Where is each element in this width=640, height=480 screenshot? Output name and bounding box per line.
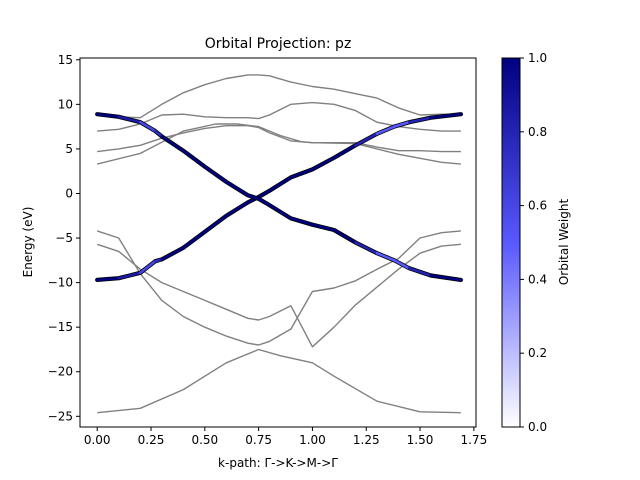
band-7-weight-segment	[289, 168, 314, 179]
band-8-weight-segment	[407, 267, 433, 277]
band-8-weight-segment	[154, 129, 164, 138]
y-tick-label: 15	[58, 53, 73, 67]
band-8-weight-segment	[182, 149, 207, 169]
band-7-weight-segment	[332, 144, 357, 160]
x-tick-label: 1.75	[460, 433, 487, 447]
band-line-3	[97, 123, 461, 165]
x-axis: 0.00 0.25 0.50 0.75 1.00 1.25 1.50 1.75	[84, 427, 487, 447]
band-8-weight-segment	[203, 165, 228, 184]
band-8-weight-segment	[332, 228, 357, 244]
y-tick-label: 0	[65, 186, 73, 200]
y-tick-label: −25	[48, 409, 73, 423]
y-tick-label: −15	[48, 320, 73, 334]
band-8-weight-segment	[354, 241, 379, 255]
band-7-weight-segment	[117, 271, 142, 280]
colorbar-frame	[501, 57, 521, 428]
y-tick-label: 5	[65, 142, 73, 156]
x-tick-label: 0.75	[245, 433, 272, 447]
y-axis: 15 10 5 0 −5 −10 −15 −20 −25	[48, 53, 80, 423]
band-8-weight-segment	[268, 203, 293, 220]
band-8-weight-segment	[95, 112, 121, 119]
band-line-0	[97, 348, 461, 414]
x-tick-label: 0.25	[138, 433, 165, 447]
band-7-weight-segment	[392, 120, 411, 128]
band-8-weight-segment	[289, 217, 314, 226]
band-8-weight-segment	[311, 223, 336, 232]
plot-frame	[79, 57, 477, 428]
band-7-weight-segment	[160, 246, 185, 261]
x-axis-label: k-path: Γ->K->M->Γ	[218, 456, 338, 470]
band-7-weight-segment	[138, 259, 157, 275]
x-tick-label: 1.00	[299, 433, 326, 447]
colorbar-gradient	[502, 58, 520, 427]
colorbar: 0.0 0.2 0.4 0.6 0.8 1.0 Orbital Weight	[501, 51, 571, 434]
band-7-weight-segment	[225, 201, 250, 218]
band-8-weight-segment	[117, 115, 142, 124]
band-7-weight-segment	[203, 214, 228, 234]
band-8-weight-segment	[375, 251, 396, 262]
band-7-weight-segment	[407, 116, 433, 124]
y-tick-label: −20	[48, 365, 73, 379]
band-8-weight-segment	[392, 259, 411, 270]
colorbar-ticks: 0.0 0.2 0.4 0.6 0.8 1.0	[520, 51, 547, 434]
y-tick-label: 10	[58, 97, 73, 111]
colorbar-label: Orbital Weight	[557, 199, 571, 286]
x-tick-label: 1.50	[407, 433, 434, 447]
band-7-weight-segment	[268, 176, 293, 193]
colorbar-tick-label: 0.8	[528, 125, 547, 139]
colorbar-tick-label: 0.4	[528, 272, 547, 286]
chart-title: Orbital Projection: pz	[205, 36, 352, 52]
band-7-weight-segment	[311, 156, 336, 171]
band-8-weight-segment	[429, 274, 463, 282]
colorbar-tick-label: 0.6	[528, 199, 547, 213]
colorbar-tick-label: 0.2	[528, 346, 547, 360]
x-tick-label: 1.25	[353, 433, 380, 447]
band-8-weight-segment	[246, 193, 260, 201]
bands-layer	[95, 74, 463, 414]
band-7-weight-segment	[95, 276, 121, 282]
band-7-weight-segment	[182, 230, 207, 250]
band-line-6	[97, 74, 461, 119]
band-7-weight-segment	[375, 125, 396, 136]
colorbar-tick-label: 1.0	[528, 51, 547, 65]
band-7-weight-segment	[257, 189, 271, 199]
band-7-weight-segment	[429, 112, 463, 120]
band-8-weight-segment	[225, 180, 250, 197]
x-tick-label: 0.50	[191, 433, 218, 447]
y-axis-label: Energy (eV)	[21, 207, 35, 278]
y-tick-label: −5	[55, 231, 73, 245]
y-tick-label: −10	[48, 276, 73, 290]
band-8-weight-segment	[160, 135, 185, 152]
band-8-weight-segment	[257, 197, 271, 207]
x-tick-label: 0.00	[84, 433, 111, 447]
band-7-weight-segment	[354, 132, 379, 147]
band-8-weight-segment	[138, 120, 157, 133]
band-line-2	[96, 230, 461, 346]
colorbar-tick-label: 0.0	[528, 420, 547, 434]
band-line-1	[96, 243, 461, 348]
